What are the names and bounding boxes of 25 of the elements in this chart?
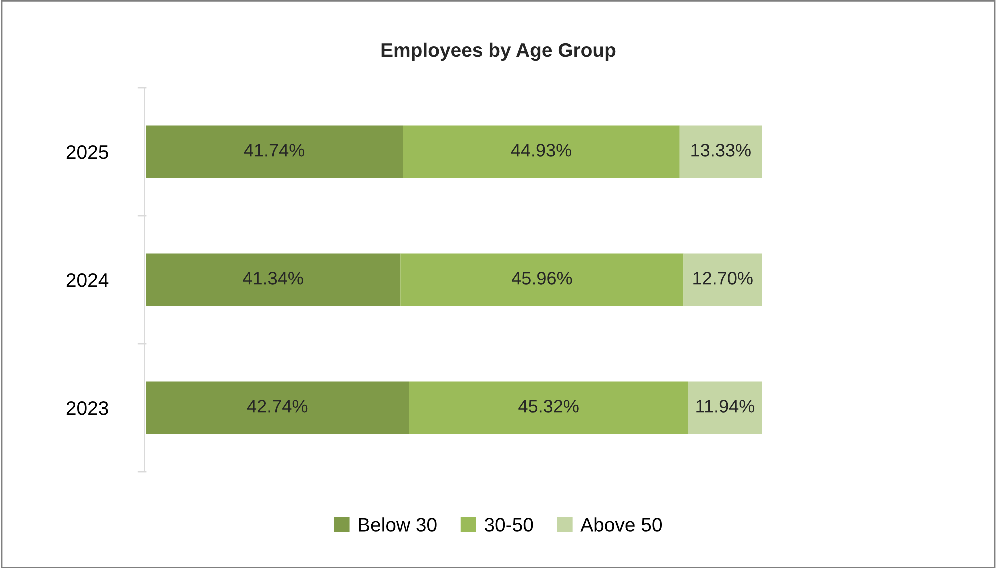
bar [146, 254, 401, 306]
data-label: 13.33% [692, 144, 751, 157]
bar [680, 126, 762, 178]
bar [684, 254, 762, 306]
legend-label: Below 30 [359, 518, 437, 532]
data-label: 45.32% [518, 400, 579, 413]
bar [400, 254, 684, 306]
data-label: 41.34% [243, 272, 304, 285]
data-label: 12.70% [694, 272, 753, 285]
bar [403, 126, 680, 178]
data-label: 45.96% [512, 272, 572, 285]
data-label: 41.74% [244, 144, 305, 157]
data-label: 42.74% [247, 400, 308, 413]
y-tick-label: 2025 [66, 145, 108, 160]
bar [146, 382, 410, 434]
bar [688, 382, 762, 434]
chart-title: Employees by Age Group [382, 42, 616, 62]
y-tick-label: 2023 [66, 401, 108, 416]
bar [409, 382, 688, 434]
legend-label: Above 50 [580, 518, 662, 532]
data-label: 44.93% [511, 144, 572, 157]
bar [146, 126, 404, 178]
legend-label: 30-50 [484, 518, 534, 532]
data-label: 11.94% [696, 400, 755, 413]
y-tick-label: 2024 [66, 273, 109, 288]
